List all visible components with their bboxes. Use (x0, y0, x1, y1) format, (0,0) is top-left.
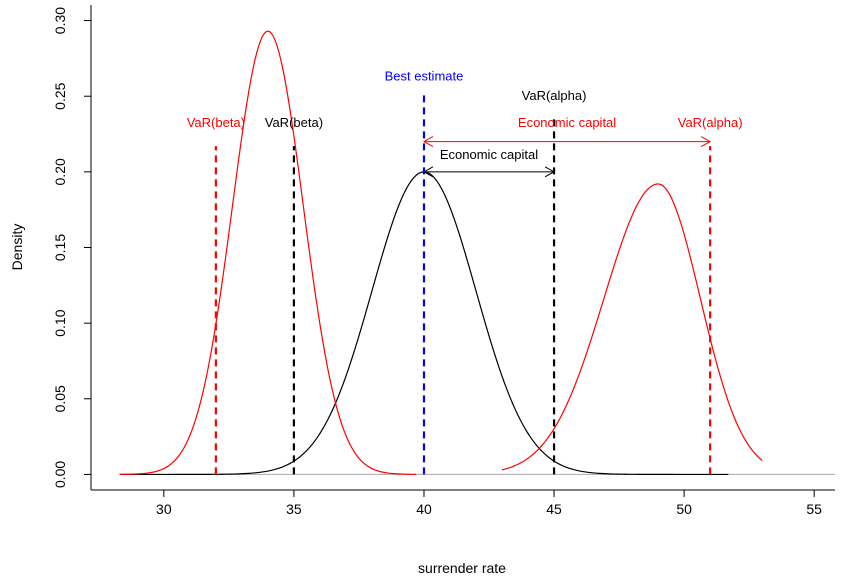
x-tick-label: 35 (286, 501, 302, 517)
annotation-1: Best estimate (385, 68, 464, 83)
annotations: Best estimate VaR(alpha) VaR(beta) VaR(beta… (187, 68, 743, 162)
arrow-head-right-1 (544, 166, 556, 178)
density-curve-2 (119, 30, 417, 475)
axes: 30 35 40 45 50 55 0.00 0.05 0.10 0.15 0.20 0.25 0.30 (52, 5, 835, 517)
y-tick-label: 0.15 (52, 234, 68, 261)
arrow-head-left-1 (422, 166, 434, 178)
y-tick-label: 0.25 (52, 82, 68, 109)
x-axis-title: surrender rate (418, 560, 506, 576)
x-tick-label: 55 (806, 501, 822, 517)
annotation-7: Economic capital (440, 147, 538, 162)
y-tick-label: 0.10 (52, 309, 68, 336)
x-tick-label: 50 (676, 501, 692, 517)
plot-area (119, 30, 835, 476)
annotation-2: VaR(alpha) (522, 88, 587, 103)
x-tick-label: 30 (156, 501, 172, 517)
x-tick-label: 40 (416, 501, 432, 517)
annotation-6: VaR(alpha) (678, 115, 743, 130)
annotation-5: Economic capital (518, 115, 616, 130)
y-tick-label: 0.20 (52, 158, 68, 185)
y-tick-label: 0.00 (52, 461, 68, 488)
y-tick-label: 0.30 (52, 7, 68, 34)
arrow-head-left-2 (422, 136, 434, 148)
annotation-4: VaR(beta) (265, 115, 323, 130)
arrow-head-right-2 (700, 136, 712, 148)
y-axis-title: Density (9, 224, 25, 271)
annotation-3: VaR(beta) (187, 115, 245, 130)
x-tick-label: 45 (546, 501, 562, 517)
y-tick-label: 0.05 (52, 385, 68, 412)
density-curve-3 (501, 183, 763, 471)
